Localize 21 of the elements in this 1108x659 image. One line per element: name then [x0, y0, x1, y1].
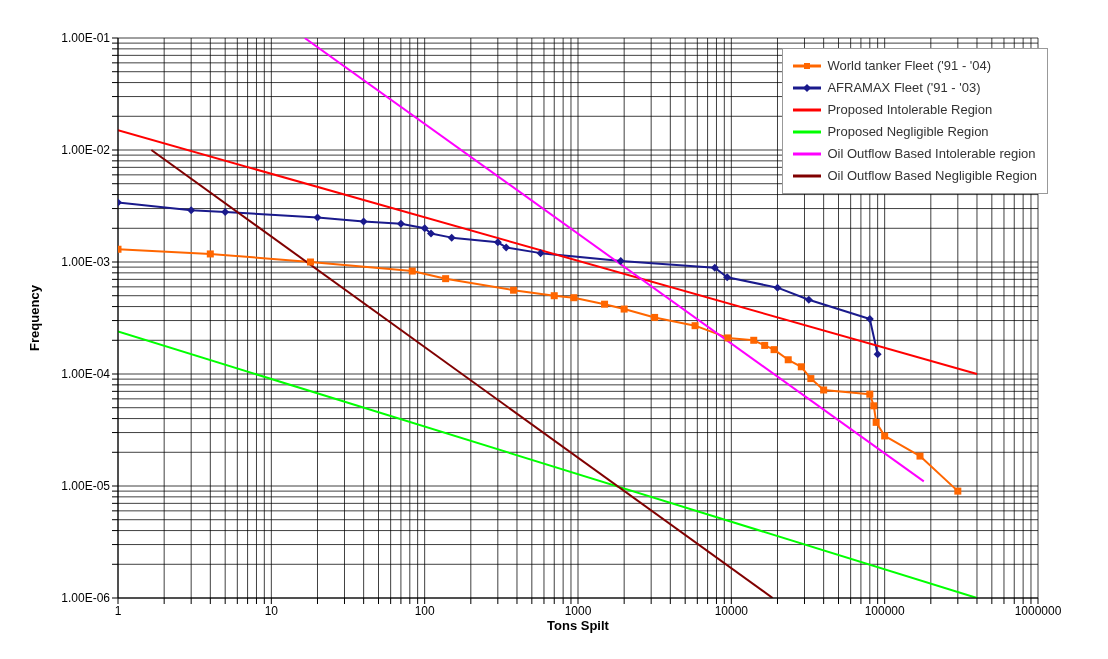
- legend-label: Oil Outflow Based Intolerable region: [827, 145, 1036, 163]
- x-tick-label: 100: [414, 603, 435, 618]
- legend-label: Proposed Intolerable Region: [827, 101, 993, 119]
- x-tick-label: 100000: [864, 603, 906, 618]
- x-tick-label: 1000000: [1014, 603, 1062, 618]
- y-axis-title: Frequency: [26, 284, 42, 351]
- y-tick-label: 1.00E-02: [61, 143, 111, 158]
- y-tick-label: 1.00E-01: [61, 31, 111, 46]
- x-tick-label: 1000: [564, 603, 592, 618]
- legend-label: Proposed Negligible Region: [827, 123, 989, 141]
- x-tick-label: 10000: [714, 603, 749, 618]
- legend-label: World tanker Fleet ('91 - '04): [827, 57, 992, 75]
- y-tick-label: 1.00E-05: [61, 479, 111, 494]
- y-tick-label: 1.00E-06: [61, 591, 111, 606]
- x-tick-label: 1: [114, 603, 122, 618]
- x-axis-title: Tons Spilt: [547, 618, 610, 633]
- y-tick-label: 1.00E-03: [61, 255, 111, 270]
- legend-label: AFRAMAX Fleet ('91 - '03): [827, 79, 981, 97]
- y-tick-label: 1.00E-04: [61, 367, 111, 382]
- x-tick-label: 10: [264, 603, 279, 618]
- legend-label: Oil Outflow Based Negligible Region: [827, 167, 1037, 185]
